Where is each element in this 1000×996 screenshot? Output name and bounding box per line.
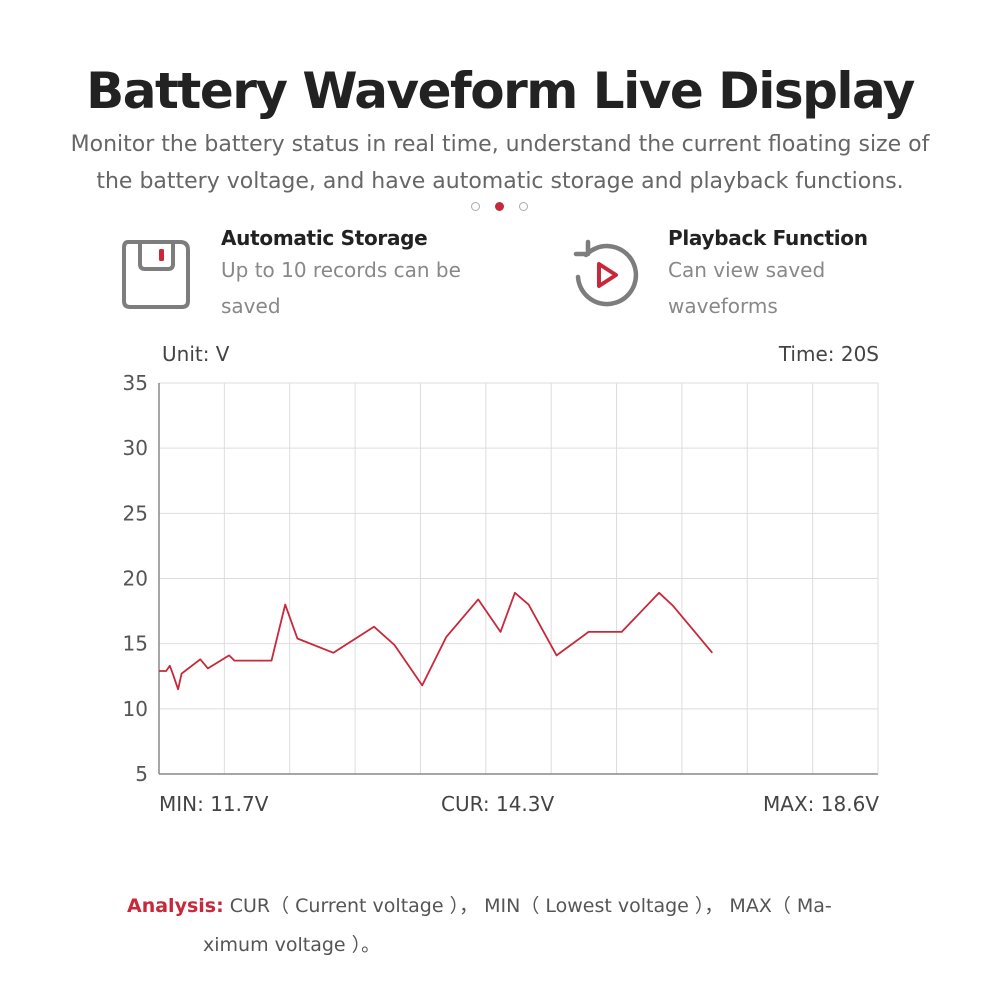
analysis-text: CUR（ Current voltage ）， MIN（ Lowest volt… [229,895,832,917]
y-tick-label: 25 [123,501,148,525]
time-label: Time: 20S [778,342,879,366]
carousel-dot[interactable] [519,202,528,211]
floppy-disk-icon [122,240,192,314]
max-voltage-label: MAX: 18.6V [763,792,879,816]
y-tick-label: 30 [123,436,148,460]
analysis-text-continued: ximum voltage ）。 [203,934,381,956]
y-tick-label: 15 [123,632,148,656]
y-tick-label: 10 [123,697,148,721]
unit-label: Unit: V [162,342,230,366]
analysis-note: Analysis: CUR（ Current voltage ）， MIN（ L… [127,887,867,965]
y-tick-label: 20 [123,567,148,591]
current-voltage-label: CUR: 14.3V [441,792,555,816]
feature-description: Can view saved waveforms [668,258,826,318]
page-subtitle: Monitor the battery status in real time,… [70,132,930,194]
feature-title: Playback Function [668,226,868,250]
voltage-series-line [159,591,713,691]
analysis-label: Analysis: [127,895,224,917]
page-title: Battery Waveform Live Display [86,62,915,120]
carousel-dot-active[interactable] [495,202,504,211]
feature-description: Up to 10 records can be saved [221,258,461,318]
carousel-dot[interactable] [471,202,480,211]
feature-title: Automatic Storage [221,226,428,250]
y-tick-label: 35 [123,371,148,395]
y-tick-label: 5 [135,762,148,786]
replay-play-icon [570,238,644,316]
min-voltage-label: MIN: 11.7V [159,792,269,816]
